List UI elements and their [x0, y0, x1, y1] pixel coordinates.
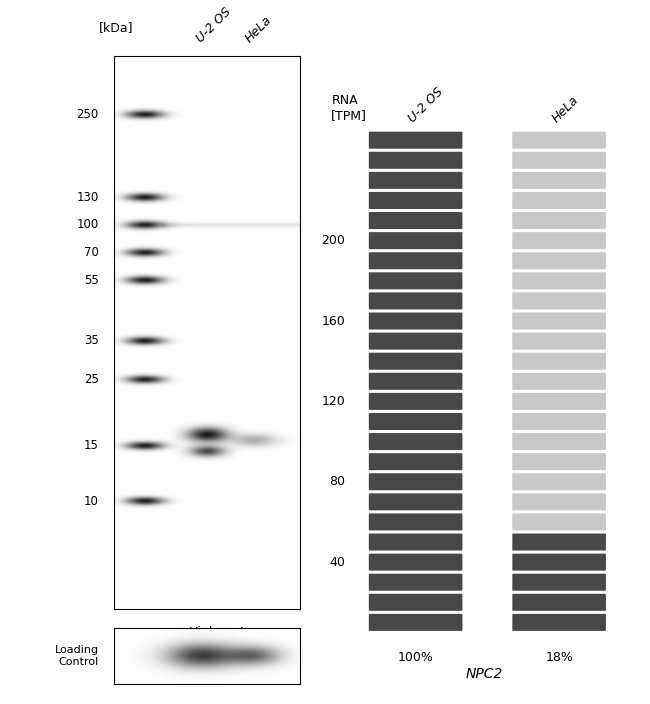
FancyBboxPatch shape	[512, 373, 606, 390]
FancyBboxPatch shape	[369, 534, 462, 551]
FancyBboxPatch shape	[369, 252, 462, 269]
FancyBboxPatch shape	[512, 553, 606, 571]
FancyBboxPatch shape	[512, 413, 606, 430]
Text: 120: 120	[322, 395, 345, 408]
FancyBboxPatch shape	[512, 232, 606, 249]
Text: RNA
[TPM]: RNA [TPM]	[332, 94, 367, 122]
FancyBboxPatch shape	[369, 332, 462, 350]
FancyBboxPatch shape	[369, 353, 462, 370]
FancyBboxPatch shape	[369, 192, 462, 209]
FancyBboxPatch shape	[512, 574, 606, 591]
Text: 200: 200	[322, 234, 345, 247]
Text: 55: 55	[84, 274, 99, 287]
FancyBboxPatch shape	[369, 553, 462, 571]
Text: 100%: 100%	[398, 651, 434, 665]
Text: U-2 OS: U-2 OS	[406, 85, 447, 125]
FancyBboxPatch shape	[512, 172, 606, 189]
Text: 160: 160	[322, 315, 345, 327]
FancyBboxPatch shape	[512, 252, 606, 269]
FancyBboxPatch shape	[369, 413, 462, 430]
FancyBboxPatch shape	[369, 373, 462, 390]
FancyBboxPatch shape	[512, 494, 606, 510]
FancyBboxPatch shape	[512, 393, 606, 410]
Text: NPC2: NPC2	[465, 667, 503, 681]
FancyBboxPatch shape	[369, 513, 462, 530]
Text: 70: 70	[84, 246, 99, 259]
Text: HeLa: HeLa	[242, 13, 274, 45]
FancyBboxPatch shape	[369, 292, 462, 310]
FancyBboxPatch shape	[512, 433, 606, 450]
FancyBboxPatch shape	[512, 614, 606, 631]
FancyBboxPatch shape	[369, 593, 462, 611]
Text: HeLa: HeLa	[550, 94, 582, 125]
FancyBboxPatch shape	[369, 272, 462, 289]
FancyBboxPatch shape	[512, 473, 606, 490]
FancyBboxPatch shape	[369, 574, 462, 591]
FancyBboxPatch shape	[512, 513, 606, 530]
Text: 35: 35	[84, 334, 99, 348]
FancyBboxPatch shape	[512, 132, 606, 149]
FancyBboxPatch shape	[369, 494, 462, 510]
Text: [kDa]: [kDa]	[99, 21, 133, 34]
FancyBboxPatch shape	[369, 473, 462, 490]
FancyBboxPatch shape	[369, 453, 462, 470]
FancyBboxPatch shape	[512, 212, 606, 229]
Text: 100: 100	[77, 218, 99, 232]
FancyBboxPatch shape	[369, 433, 462, 450]
FancyBboxPatch shape	[512, 292, 606, 310]
Text: 10: 10	[84, 495, 99, 508]
FancyBboxPatch shape	[512, 534, 606, 551]
FancyBboxPatch shape	[369, 132, 462, 149]
FancyBboxPatch shape	[512, 593, 606, 611]
FancyBboxPatch shape	[369, 614, 462, 631]
Text: Low: Low	[239, 626, 264, 639]
Text: Loading
Control: Loading Control	[55, 646, 99, 667]
FancyBboxPatch shape	[369, 212, 462, 229]
FancyBboxPatch shape	[512, 152, 606, 169]
Text: High: High	[189, 626, 218, 639]
Text: 80: 80	[330, 475, 345, 489]
FancyBboxPatch shape	[512, 192, 606, 209]
FancyBboxPatch shape	[369, 172, 462, 189]
FancyBboxPatch shape	[512, 353, 606, 370]
FancyBboxPatch shape	[369, 393, 462, 410]
Text: 18%: 18%	[545, 651, 573, 665]
Text: 25: 25	[84, 373, 99, 386]
FancyBboxPatch shape	[369, 313, 462, 329]
Text: 15: 15	[84, 439, 99, 453]
Text: 250: 250	[77, 108, 99, 121]
FancyBboxPatch shape	[512, 272, 606, 289]
FancyBboxPatch shape	[369, 152, 462, 169]
FancyBboxPatch shape	[512, 453, 606, 470]
Text: 130: 130	[77, 191, 99, 203]
Text: U-2 OS: U-2 OS	[194, 6, 234, 45]
FancyBboxPatch shape	[512, 332, 606, 350]
FancyBboxPatch shape	[512, 313, 606, 329]
Text: 40: 40	[330, 555, 345, 569]
FancyBboxPatch shape	[369, 232, 462, 249]
